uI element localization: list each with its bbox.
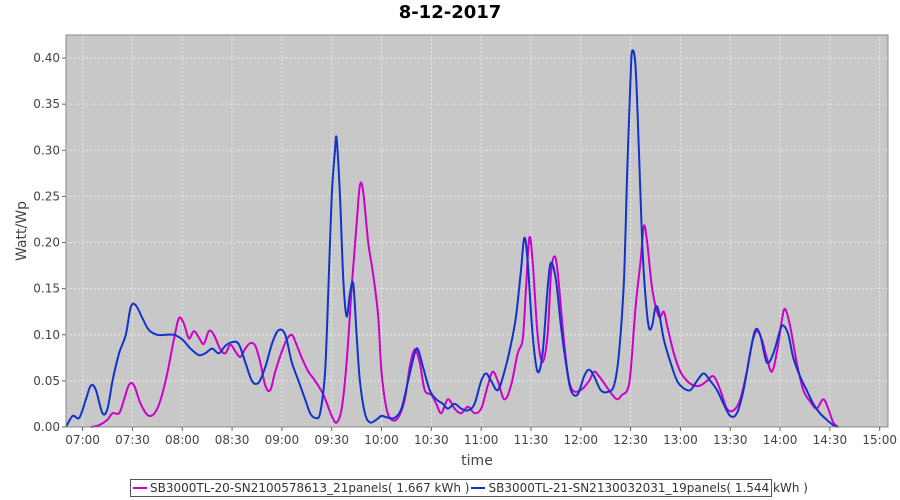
legend: SB3000TL-20-SN2100578613_21panels( 1.667… [130,479,808,497]
x-tick-label: 08:30 [215,433,250,447]
x-tick-label: 14:00 [763,433,798,447]
series-line-2 [65,49,839,428]
x-tick-label: 08:00 [165,433,200,447]
legend-swatch-series-1 [133,487,147,489]
x-tick-label: 09:30 [314,433,349,447]
x-tick-label: 07:30 [115,433,150,447]
chart-title: 8-12-2017 [398,2,502,23]
x-tick-label: 13:30 [713,433,748,447]
x-tick-label: 09:00 [265,433,300,447]
x-tick-label: 07:00 [65,433,100,447]
legend-item-series-2: SB3000TL-21-SN2130032031_19panels( 1.544… [469,481,808,495]
y-tick-label: 0.15 [33,282,60,296]
x-tick-label: 11:30 [514,433,549,447]
x-tick-label: 10:30 [414,433,449,447]
x-tick-label: 11:00 [464,433,499,447]
y-tick-label: 0.10 [33,328,60,342]
y-tick-label: 0.05 [33,374,60,388]
x-axis-title: time [461,453,493,469]
x-tick-label: 10:00 [364,433,399,447]
grid [66,35,888,428]
y-tick-label: 0.30 [33,143,60,157]
y-tick-label: 0.20 [33,236,60,250]
legend-label-series-2: SB3000TL-21-SN2130032031_19panels( 1.544… [488,481,808,495]
y-tick-label: 0.00 [33,420,60,434]
y-tick-label: 0.35 [33,97,60,111]
axes: 0.00 0.05 0.10 0.15 0.20 0.25 0.30 0.35 0.40 07:0… [33,51,897,447]
series-layer [65,49,839,428]
y-tick-label: 0.40 [33,51,60,65]
plot-border [65,34,889,428]
x-tick-label: 12:30 [613,433,648,447]
y-tick-label: 0.25 [33,189,60,203]
legend-swatch-series-2 [471,487,486,489]
plot-background [66,35,888,427]
legend-item-series-1: SB3000TL-20-SN2100578613_21panels( 1.667… [131,481,469,495]
x-tick-label: 13:00 [663,433,698,447]
x-tick-label: 12:00 [563,433,598,447]
series-line-1 [90,181,839,428]
x-tick-label: 14:30 [813,433,848,447]
y-axis-title: Watt/Wp [14,201,30,261]
legend-label-series-1: SB3000TL-20-SN2100578613_21panels( 1.667… [150,481,470,495]
x-tick-label: 15:00 [862,433,897,447]
